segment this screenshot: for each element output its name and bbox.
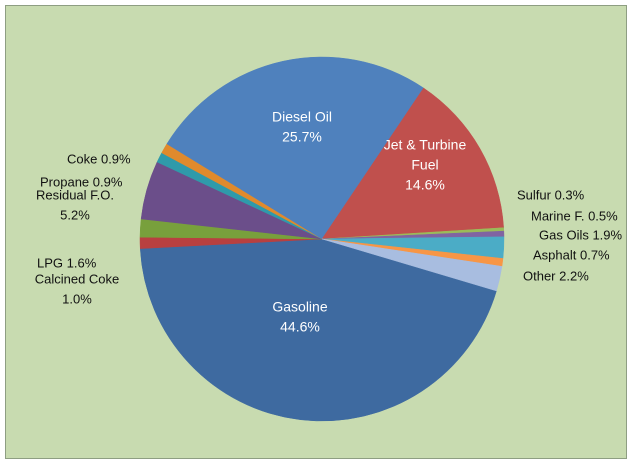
pie-label-line: 5.2%: [60, 207, 90, 222]
pie-label-jet-turbine-fuel: Jet & Turbine Fuel 14.6%: [384, 137, 467, 193]
pie-label-line: Jet & Turbine: [384, 137, 467, 153]
pie-label-line: Gas Oils 1.9%: [539, 227, 623, 242]
pie-label-line: 44.6%: [280, 319, 320, 335]
pie-slice-diesel-oil: [166, 56, 424, 240]
pie-label-line: Propane 0.9%: [40, 174, 123, 189]
pie-label-line: Residual F.O.: [36, 187, 114, 202]
pie-label-marine-f: Marine F. 0.5%: [531, 208, 618, 223]
pie-label-diesel-oil: Diesel Oil 25.7%: [272, 109, 332, 145]
pie-label-line: LPG 1.6%: [37, 255, 97, 270]
pie-label-calcined-coke: Calcined Coke 1.0%: [35, 271, 120, 306]
pie-slice-gasoline: [139, 238, 497, 422]
pie-label-other: Other 2.2%: [523, 268, 589, 283]
pie-label-line: Marine F. 0.5%: [531, 208, 618, 223]
pie-label-line: Coke 0.9%: [67, 151, 131, 166]
pie-label-line: Fuel: [411, 157, 438, 173]
pie-slice-jet-turbine-fuel: [321, 87, 504, 240]
pie-label-propane: Propane 0.9%: [40, 174, 123, 189]
pie-label-lpg: LPG 1.6%: [37, 255, 97, 270]
pie-label-line: Sulfur 0.3%: [517, 187, 585, 202]
pie-label-line: Asphalt 0.7%: [533, 247, 610, 262]
pie-label-line: Diesel Oil: [272, 109, 332, 125]
pie-label-coke: Coke 0.9%: [67, 151, 131, 166]
pie-label-line: Other 2.2%: [523, 268, 589, 283]
pie-label-line: 1.0%: [62, 291, 92, 306]
pie-label-line: 25.7%: [282, 129, 322, 145]
pie-label-line: 14.6%: [405, 177, 445, 193]
pie-label-residual-f-o: Residual F.O. 5.2%: [36, 187, 114, 222]
pie-slice-other: [321, 238, 503, 292]
pie-label-sulfur: Sulfur 0.3%: [517, 187, 585, 202]
pie-label-line: Gasoline: [272, 299, 327, 315]
pie-label-gasoline: Gasoline 44.6%: [272, 299, 327, 335]
pie-label-gas-oils: Gas Oils 1.9%: [539, 227, 623, 242]
pie-label-asphalt: Asphalt 0.7%: [533, 247, 610, 262]
pie-label-line: Calcined Coke: [35, 271, 120, 286]
